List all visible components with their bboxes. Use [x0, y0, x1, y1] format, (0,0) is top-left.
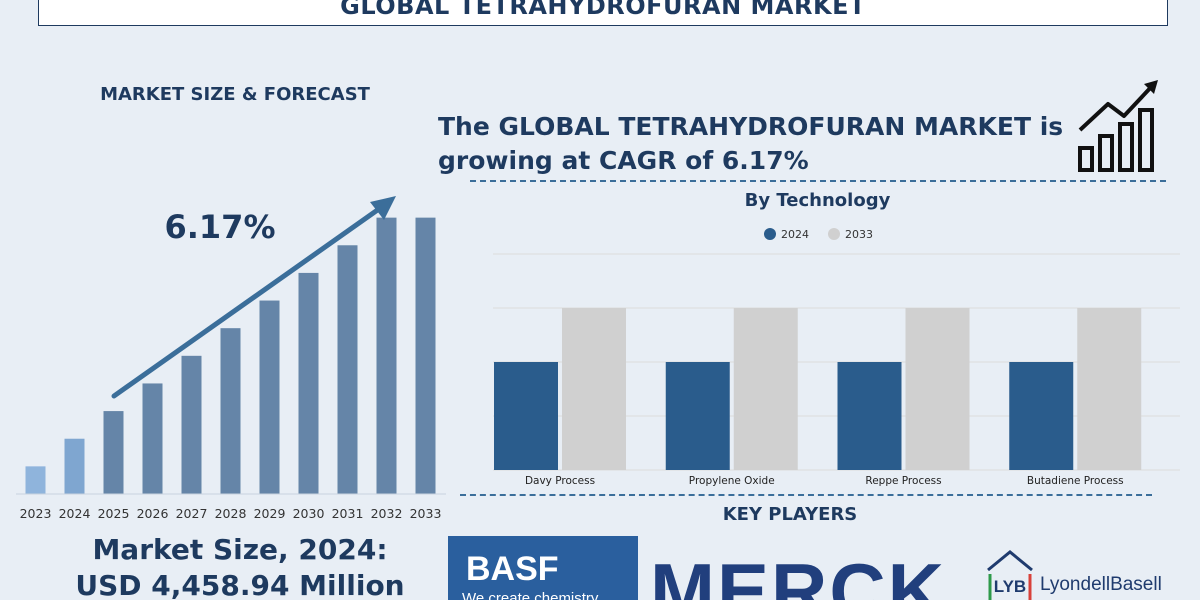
merck-logo: MERCK	[650, 552, 946, 600]
headline-line-1: The GLOBAL TETRAHYDROFURAN MARKET is	[438, 112, 1064, 141]
forecast-bar-2027	[181, 355, 202, 494]
forecast-bar-2023	[25, 466, 46, 494]
tech-tick-butadiene-process: Butadiene Process	[1027, 475, 1124, 487]
forecast-tick-2026: 2026	[137, 506, 169, 521]
tech-bar-2024-reppe-process	[837, 362, 902, 470]
legend-label-2024: 2024	[781, 228, 809, 241]
forecast-tick-2030: 2030	[293, 506, 325, 521]
forecast-bar-2032	[376, 217, 397, 495]
forecast-tick-2027: 2027	[176, 506, 208, 521]
forecast-bar-2033	[415, 217, 436, 495]
tech-bar-2024-butadiene-process	[1009, 362, 1074, 470]
forecast-tick-2031: 2031	[332, 506, 364, 521]
lyb-house-icon: LYB	[987, 550, 1033, 600]
forecast-bar-2026	[142, 383, 163, 494]
tech-tick-propylene-oxide: Propylene Oxide	[689, 475, 775, 487]
technology-legend: 2024 2033	[764, 228, 873, 241]
trend-arrow-icon	[111, 196, 396, 399]
tech-bar-2033-butadiene-process	[1077, 308, 1142, 470]
legend-swatch-2033	[828, 228, 840, 240]
forecast-tick-2025: 2025	[98, 506, 130, 521]
lyondellbasell-logo: LYB LyondellBasell	[982, 548, 1194, 600]
legend-label-2033: 2033	[845, 228, 873, 241]
tech-bar-2024-davy-process	[494, 362, 558, 470]
legend-swatch-2024	[764, 228, 776, 240]
cagr-headline: The GLOBAL TETRAHYDROFURAN MARKET is gro…	[438, 110, 1078, 178]
lyb-mark: LYB	[994, 577, 1026, 596]
page-title: GLOBAL TETRAHYDROFURAN MARKET	[38, 0, 1168, 26]
forecast-bar-chart: 2023 2024 2025 2026 2027 2028 2029 2030 2031 2032…	[16, 196, 446, 521]
tech-tick-reppe-process: Reppe Process	[865, 475, 941, 487]
basf-logo-tagline: We create chemistry	[462, 590, 599, 600]
key-players-heading: KEY PLAYERS	[722, 504, 858, 525]
forecast-bar-2030	[298, 272, 319, 494]
forecast-tick-2032: 2032	[371, 506, 403, 521]
basf-logo: BASF We create chemistry	[448, 536, 638, 600]
forecast-bar-2025	[103, 411, 124, 494]
forecast-bar-2028	[220, 328, 241, 494]
tech-tick-davy-process: Davy Process	[525, 475, 595, 487]
divider-top	[470, 180, 1166, 182]
tech-bar-2033-reppe-process	[905, 308, 970, 470]
tech-bar-2033-propylene-oxide	[733, 308, 798, 470]
market-size-text: Market Size, 2024: USD 4,458.94 Million	[20, 532, 460, 600]
tech-bar-2033-davy-process	[562, 308, 626, 470]
technology-chart-title: By Technology	[744, 190, 891, 211]
forecast-tick-2029: 2029	[254, 506, 286, 521]
market-size-line-2: USD 4,458.94 Million	[75, 569, 405, 600]
growth-chart-icon	[1078, 80, 1158, 172]
forecast-bar-2029	[259, 300, 280, 494]
forecast-tick-2028: 2028	[215, 506, 247, 521]
forecast-bar-2024	[64, 438, 85, 494]
market-size-forecast-heading: MARKET SIZE & FORECAST	[100, 84, 370, 105]
forecast-tick-2023: 2023	[20, 506, 52, 521]
forecast-tick-2024: 2024	[59, 506, 91, 521]
cagr-annotation: 6.17%	[164, 208, 276, 246]
forecast-tick-2033: 2033	[410, 506, 442, 521]
divider-bottom	[460, 494, 1152, 496]
tech-bar-2024-propylene-oxide	[665, 362, 730, 470]
basf-logo-word: BASF	[466, 550, 559, 588]
forecast-bar-2031	[337, 245, 358, 494]
technology-bar-chart: 2024 2033 Davy Process Propylene Oxide Repp…	[493, 228, 1180, 487]
market-size-line-1: Market Size, 2024:	[92, 533, 388, 566]
headline-line-2: growing at CAGR of 6.17%	[438, 146, 809, 175]
lyondellbasell-word: LyondellBasell	[1040, 574, 1162, 595]
